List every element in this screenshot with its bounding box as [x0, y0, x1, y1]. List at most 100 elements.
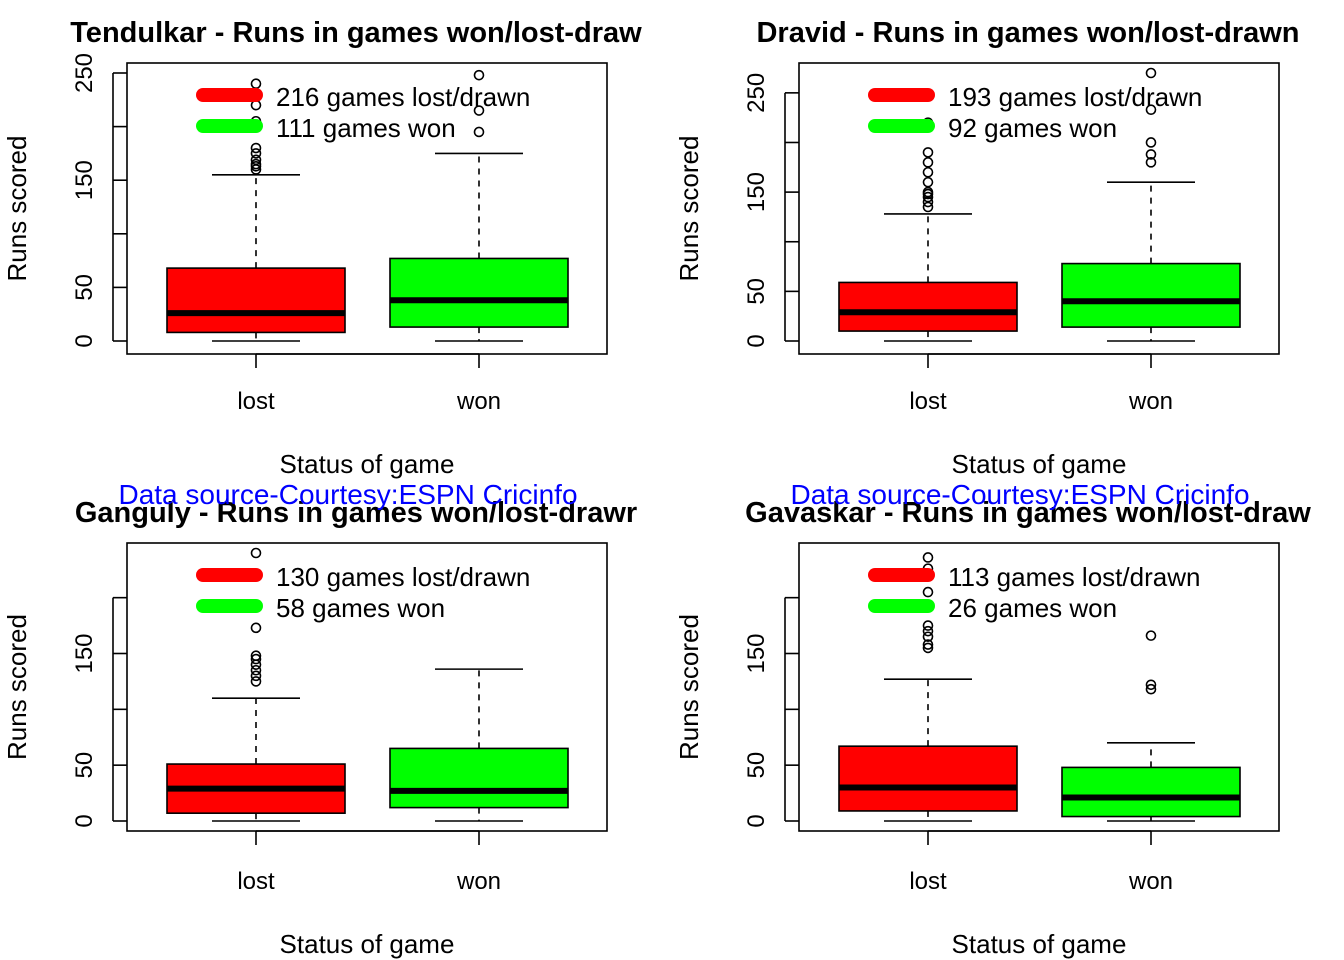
chart-title: Ganguly - Runs in games won/lost-drawr: [75, 497, 637, 529]
source-note-1: Data source-Courtesy:ESPN Cricinfo: [118, 479, 577, 510]
box-lost: [838, 552, 1018, 822]
outlier-point: [1145, 683, 1157, 695]
outlier-point: [250, 154, 262, 166]
y-tick-label: 150: [71, 160, 98, 200]
legend-label-2: 58 games won: [276, 593, 445, 623]
outlier-point: [250, 148, 262, 159]
box-won: [1061, 630, 1241, 822]
box-iqr: [389, 257, 569, 328]
outlier-point: [922, 191, 934, 203]
y-tick-label: 150: [71, 633, 98, 673]
chart-panel-3: Ganguly - Runs in games won/lost-drawr 0 5…: [2, 497, 637, 959]
outlier-point: [473, 69, 485, 81]
outlier-point: [922, 176, 934, 188]
x-tick-label-lost: lost: [909, 868, 947, 895]
outlier-point: [1145, 149, 1157, 160]
outlier-point: [922, 586, 934, 598]
y-tick-label: 50: [743, 278, 770, 305]
x-tick-label-won: won: [1128, 868, 1173, 895]
legend-label-1: 216 games lost/drawn: [276, 82, 530, 112]
chart-title: Gavaskar - Runs in games won/lost-draw: [745, 497, 1311, 529]
box-iqr: [1061, 262, 1241, 328]
chart-panel-1: Tendulkar - Runs in games won/lost-draw 0…: [2, 17, 642, 479]
y-tick-label: 0: [71, 334, 98, 347]
y-tick-label: 0: [743, 814, 770, 827]
y-tick-label: 250: [743, 73, 770, 113]
x-axis-label: Status of game: [280, 929, 455, 959]
y-axis-label: Runs scored: [674, 136, 704, 282]
outlier-point: [1145, 630, 1157, 641]
x-tick-label-won: won: [456, 868, 501, 895]
outlier-point: [250, 664, 262, 676]
legend-label-1: 130 games lost/drawn: [276, 562, 530, 592]
outlier-point: [250, 653, 262, 665]
legend-label-2: 26 games won: [948, 593, 1117, 623]
outlier-point: [250, 650, 262, 662]
outlier-point: [250, 676, 262, 687]
box-iqr: [1061, 766, 1241, 818]
x-axis-label: Status of game: [952, 929, 1127, 959]
outlier-point: [1145, 104, 1157, 116]
outlier-point: [922, 639, 934, 650]
outlier-point: [922, 620, 934, 631]
outlier-point: [250, 622, 262, 634]
outlier-point: [1145, 137, 1157, 148]
y-tick-label: 0: [71, 814, 98, 827]
x-tick-label-won: won: [1128, 388, 1173, 415]
legend-label-2: 92 games won: [948, 113, 1117, 143]
x-tick-label-lost: lost: [909, 388, 947, 415]
box-lost: [166, 547, 346, 822]
outlier-point: [922, 201, 934, 213]
x-tick-label-lost: lost: [237, 868, 275, 895]
outlier-point: [1145, 157, 1157, 168]
x-tick-label-won: won: [456, 388, 501, 415]
outlier-point: [250, 99, 262, 111]
outlier-point: [250, 158, 262, 170]
y-tick-label: 50: [743, 752, 770, 779]
outlier-point: [250, 78, 262, 90]
outlier-point: [922, 157, 934, 168]
box-won: [389, 668, 569, 822]
outlier-point: [922, 552, 934, 563]
legend-label-1: 113 games lost/drawn: [948, 562, 1200, 592]
y-tick-label: 0: [743, 334, 770, 347]
chart-title: Dravid - Runs in games won/lost-drawn: [756, 17, 1299, 49]
outlier-point: [922, 186, 934, 198]
box-won: [1061, 67, 1241, 342]
outlier-point: [1145, 679, 1157, 691]
x-axis-label: Status of game: [952, 449, 1127, 479]
y-axis-label: Runs scored: [674, 614, 704, 760]
outlier-point: [473, 105, 485, 116]
outlier-point: [250, 547, 262, 559]
y-axis-label: Runs scored: [2, 614, 32, 760]
outlier-point: [922, 196, 934, 208]
box-lost: [838, 117, 1018, 342]
box-won: [389, 69, 569, 342]
box-iqr: [166, 267, 346, 334]
y-tick-label: 150: [743, 172, 770, 212]
x-axis-label: Status of game: [280, 449, 455, 479]
outlier-point: [1145, 67, 1157, 79]
outlier-point: [922, 147, 934, 158]
outlier-point: [250, 142, 262, 154]
y-tick-label: 50: [71, 752, 98, 779]
chart-panel-4: Gavaskar - Runs in games won/lost-draw 0 5…: [674, 497, 1311, 959]
y-tick-label: 250: [71, 53, 98, 93]
x-tick-label-lost: lost: [237, 388, 275, 415]
box-iqr: [389, 747, 569, 809]
y-tick-label: 150: [743, 633, 770, 673]
outlier-point: [922, 166, 934, 178]
chart-panel-2: Dravid - Runs in games won/lost-drawn 0 50…: [674, 17, 1300, 479]
outlier-point: [250, 670, 262, 682]
outlier-point: [922, 642, 934, 654]
box-iqr: [838, 281, 1018, 332]
chart-title: Tendulkar - Runs in games won/lost-draw: [70, 17, 642, 49]
outlier-point: [922, 631, 934, 643]
legend-label-1: 193 games lost/drawn: [948, 82, 1202, 112]
legend-label-2: 111 games won: [276, 113, 456, 143]
y-axis-label: Runs scored: [2, 136, 32, 282]
outlier-point: [922, 625, 934, 637]
box-iqr: [838, 745, 1018, 812]
outlier-point: [473, 126, 485, 138]
box-lost: [166, 78, 346, 342]
